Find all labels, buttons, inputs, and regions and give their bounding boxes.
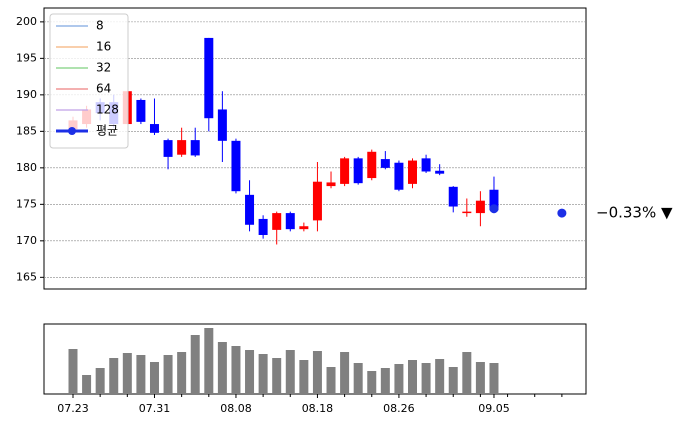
x-tick-label: 07.23	[57, 402, 89, 415]
legend-label: 평균	[96, 124, 118, 138]
candle-body	[231, 140, 241, 192]
x-tick-label: 07.31	[139, 402, 171, 415]
candle-body	[163, 140, 173, 157]
y-tick-label: 190	[16, 88, 37, 101]
volume-bar	[462, 352, 472, 394]
candle-body	[149, 124, 159, 133]
candle-body	[245, 194, 255, 225]
volume-bar	[421, 363, 431, 394]
volume-bar	[435, 359, 445, 394]
candle-body	[272, 213, 282, 230]
y-tick-label: 180	[16, 161, 37, 174]
volume-bar	[190, 335, 200, 394]
candle-body	[285, 213, 295, 230]
legend-label: 128	[96, 103, 119, 117]
legend-label: 64	[96, 82, 111, 96]
volume-bar	[448, 367, 458, 394]
candle-body	[190, 140, 200, 156]
volume-bar	[408, 360, 417, 394]
candle-body	[421, 158, 431, 172]
candle-body	[380, 159, 390, 168]
candle-body	[353, 158, 363, 184]
average-marker	[557, 208, 567, 218]
candle-body	[258, 218, 268, 235]
volume-bar	[217, 342, 227, 394]
candle-body	[204, 37, 214, 119]
volume-bar	[312, 351, 322, 394]
candle-body	[435, 170, 445, 174]
volume-bar	[272, 358, 282, 394]
volume-bar	[163, 355, 173, 394]
volume-bar	[258, 354, 268, 394]
candle-body	[394, 162, 404, 190]
y-tick-label: 175	[16, 197, 37, 210]
y-tick-label: 200	[16, 15, 37, 28]
y-tick-label: 170	[16, 234, 37, 247]
volume-bar	[122, 353, 132, 394]
candle-body	[489, 189, 499, 211]
volume-bar	[380, 368, 390, 394]
volume-bar	[353, 363, 363, 394]
candle-body	[177, 140, 187, 155]
candle-body	[136, 99, 146, 122]
volume-bar	[136, 355, 146, 394]
volume-bar	[299, 360, 309, 394]
volume-bar	[285, 350, 295, 394]
volume-bar	[95, 368, 105, 394]
volume-bar	[68, 349, 78, 394]
plot	[68, 37, 567, 394]
volume-bar	[231, 346, 241, 394]
volume-bar	[149, 362, 159, 394]
candle-body	[326, 182, 336, 187]
y-tick-label: 195	[16, 51, 37, 64]
volume-bar	[475, 362, 485, 394]
candle-body	[462, 211, 472, 214]
legend: 8 16 32 64 128 평균	[49, 13, 129, 149]
candle-body	[448, 186, 458, 207]
volume-bar	[82, 375, 92, 394]
volume-bar	[109, 358, 119, 394]
y-tick-label: 185	[16, 124, 37, 137]
volume-bar	[245, 350, 255, 394]
volume-bar	[367, 371, 377, 394]
legend-marker	[68, 127, 76, 135]
candle-body	[217, 109, 227, 141]
candle-body	[408, 160, 417, 184]
x-tick-label: 08.26	[383, 402, 415, 415]
volume-bar	[489, 363, 499, 394]
candle-body	[312, 181, 322, 221]
x-tick-label: 09.05	[478, 402, 510, 415]
candle-body	[340, 158, 350, 184]
y-tick-label: 165	[16, 270, 37, 283]
volume-bar	[177, 352, 187, 394]
candle-body	[475, 200, 485, 214]
price-frame	[43, 7, 587, 290]
volume-bar	[394, 364, 404, 394]
volume-bar	[204, 328, 214, 394]
legend-label: 16	[96, 40, 111, 54]
volume-bar	[326, 367, 336, 394]
legend-label: 8	[96, 19, 104, 33]
x-tick-label: 08.18	[302, 402, 334, 415]
legend-label: 32	[96, 61, 111, 75]
average-marker	[489, 204, 499, 214]
candle-body	[367, 151, 377, 179]
x-tick-label: 08.08	[220, 402, 252, 415]
candle-body	[299, 226, 309, 230]
annotation: −0.33% ▼	[596, 204, 673, 222]
volume-bar	[340, 352, 350, 394]
